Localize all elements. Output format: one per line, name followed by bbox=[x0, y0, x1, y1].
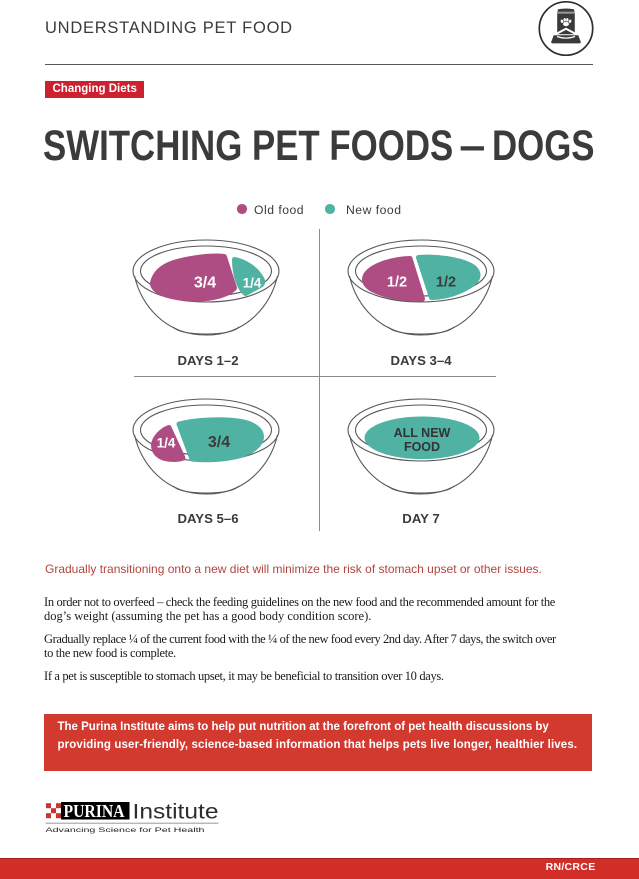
svg-text:Advancing Science for Pet Heal: Advancing Science for Pet Health bbox=[46, 827, 206, 834]
svg-text:1/2: 1/2 bbox=[387, 275, 407, 291]
svg-text:3/4: 3/4 bbox=[208, 434, 230, 451]
svg-text:1/2: 1/2 bbox=[436, 275, 456, 291]
svg-text:1/4: 1/4 bbox=[243, 276, 262, 291]
svg-text:PURINA: PURINA bbox=[64, 801, 125, 821]
svg-text:FOOD: FOOD bbox=[404, 440, 440, 454]
svg-text:3/4: 3/4 bbox=[194, 275, 216, 292]
svg-text:ALL NEW: ALL NEW bbox=[394, 426, 451, 440]
svg-text:Institute: Institute bbox=[133, 801, 219, 824]
svg-text:1/4: 1/4 bbox=[157, 436, 176, 451]
